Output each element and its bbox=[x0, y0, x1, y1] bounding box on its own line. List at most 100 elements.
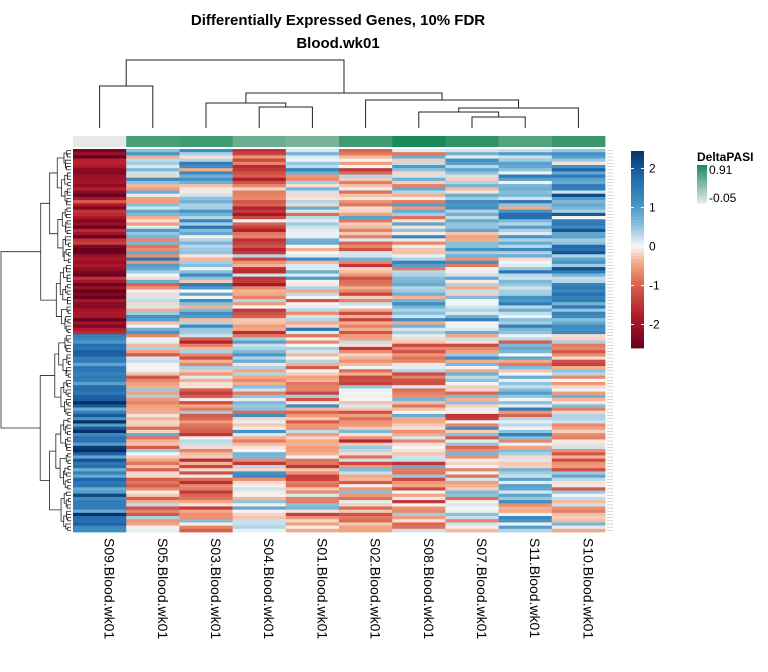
heatmap-cell bbox=[232, 353, 287, 357]
heatmap-cell bbox=[285, 528, 340, 533]
heatmap-cell bbox=[126, 299, 180, 303]
heatmap-cell bbox=[126, 216, 180, 220]
heatmap-cell bbox=[73, 283, 127, 287]
heatmap-cell bbox=[445, 391, 499, 396]
heatmap-cell bbox=[445, 219, 499, 223]
colorbar-segment bbox=[631, 252, 644, 257]
heatmap-cell bbox=[392, 474, 446, 479]
heatmap-cell bbox=[498, 417, 553, 421]
heatmap-cell bbox=[126, 155, 180, 159]
heatmap-cell bbox=[339, 292, 393, 297]
heatmap-cell bbox=[73, 289, 127, 294]
heatmap-cell bbox=[179, 318, 233, 322]
heatmap-cell bbox=[498, 295, 553, 300]
heatmap-cell bbox=[179, 340, 233, 345]
heatmap-cell bbox=[285, 343, 340, 348]
heatmap-cell bbox=[551, 496, 606, 501]
heatmap-cell bbox=[445, 458, 499, 463]
heatmap-cell bbox=[285, 372, 340, 377]
heatmap-cell bbox=[339, 356, 393, 361]
heatmap-cell bbox=[339, 439, 393, 444]
heatmap-cell bbox=[179, 484, 233, 488]
heatmap-cell bbox=[126, 327, 180, 332]
dendrogram-branch bbox=[67, 517, 71, 522]
annotation-legend-segment bbox=[697, 191, 707, 194]
heatmap-cell bbox=[498, 343, 553, 348]
column-label: S11.Blood.wk01 bbox=[527, 538, 543, 638]
heatmap-cell bbox=[551, 321, 606, 325]
heatmap-cell bbox=[392, 452, 446, 456]
heatmap-cell bbox=[285, 487, 340, 491]
heatmap-cell bbox=[339, 381, 393, 386]
heatmap-cell bbox=[392, 251, 446, 255]
heatmap-cell bbox=[339, 168, 393, 172]
annotation-cell bbox=[179, 136, 233, 147]
heatmap-cell bbox=[498, 484, 553, 488]
heatmap-cell bbox=[73, 404, 127, 408]
heatmap-cell bbox=[73, 369, 127, 373]
heatmap-cell bbox=[339, 385, 393, 389]
heatmap-cell bbox=[73, 461, 127, 466]
colorbar-segment bbox=[631, 302, 644, 306]
heatmap-cell bbox=[179, 311, 233, 316]
heatmap-cell bbox=[126, 484, 180, 488]
heatmap-cell bbox=[498, 490, 553, 495]
heatmap-cell bbox=[179, 426, 233, 431]
heatmap-cell bbox=[179, 302, 233, 306]
heatmap-cell bbox=[126, 429, 180, 434]
heatmap-cell bbox=[551, 359, 606, 364]
heatmap-cell bbox=[339, 149, 393, 153]
heatmap-cell bbox=[498, 286, 553, 290]
heatmap-cell bbox=[285, 149, 340, 153]
heatmap-cell bbox=[339, 196, 393, 201]
heatmap-cell bbox=[551, 216, 606, 220]
heatmap-cell bbox=[232, 350, 287, 354]
heatmap-cell bbox=[392, 397, 446, 402]
heatmap-cell bbox=[445, 439, 499, 444]
annotation-cell bbox=[126, 136, 180, 147]
heatmap-cell bbox=[73, 528, 127, 533]
dendrogram-branch bbox=[67, 153, 71, 158]
heatmap-cell bbox=[179, 184, 233, 188]
dendrogram-branch bbox=[66, 207, 71, 212]
dendrogram-branch bbox=[67, 373, 71, 378]
heatmap-cell bbox=[339, 152, 393, 156]
heatmap-cell bbox=[498, 260, 553, 265]
heatmap-cell bbox=[179, 155, 233, 159]
heatmap-cell bbox=[551, 247, 606, 252]
heatmap-cell bbox=[73, 184, 127, 188]
heatmap-cell bbox=[445, 340, 499, 345]
heatmap-cell bbox=[392, 299, 446, 303]
heatmap-cell bbox=[392, 263, 446, 268]
heatmap-cell bbox=[126, 184, 180, 188]
heatmap-cell bbox=[339, 219, 393, 223]
heatmap-cell bbox=[339, 267, 393, 271]
heatmap-cell bbox=[339, 187, 393, 191]
heatmap-cell bbox=[498, 474, 553, 479]
heatmap-cell bbox=[445, 480, 499, 485]
heatmap-cell bbox=[232, 206, 287, 211]
heatmap-cell bbox=[232, 263, 287, 268]
heatmap-cell bbox=[392, 228, 446, 233]
heatmap-cell bbox=[498, 385, 553, 389]
heatmap-cell bbox=[179, 512, 233, 517]
heatmap-cell bbox=[73, 299, 127, 303]
heatmap-cell bbox=[179, 279, 233, 284]
heatmap-cell bbox=[73, 474, 127, 479]
heatmap-cell bbox=[232, 190, 287, 195]
heatmap-cell bbox=[285, 391, 340, 396]
heatmap-cell bbox=[285, 228, 340, 233]
heatmap-cell bbox=[551, 516, 606, 520]
heatmap-cell bbox=[339, 321, 393, 325]
heatmap-cell bbox=[126, 346, 180, 351]
colorbar-segment bbox=[631, 167, 644, 172]
heatmap-cell bbox=[445, 251, 499, 255]
heatmap-cell bbox=[392, 381, 446, 386]
heatmap-cell bbox=[339, 423, 393, 428]
heatmap-cell bbox=[126, 410, 180, 415]
heatmap-cell bbox=[551, 276, 606, 281]
heatmap-cell bbox=[551, 388, 606, 392]
heatmap-cell bbox=[232, 410, 287, 415]
heatmap-cell bbox=[285, 439, 340, 444]
heatmap-cell bbox=[339, 353, 393, 357]
